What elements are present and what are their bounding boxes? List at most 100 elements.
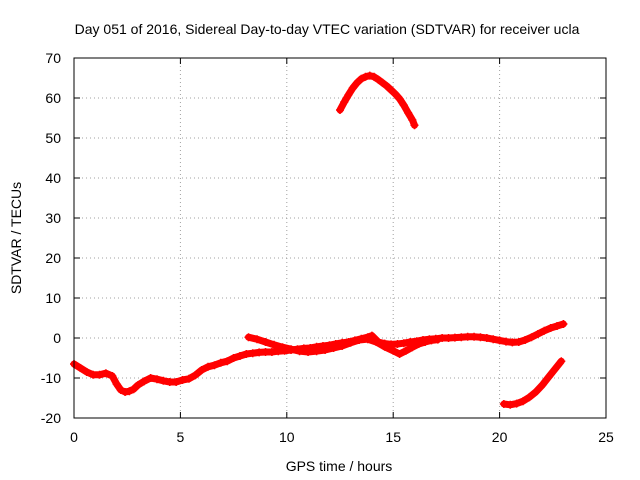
data-point [514,338,523,346]
data-point [223,357,232,366]
series-line [500,357,565,409]
data-point [178,376,187,384]
y-tick-label: 20 [45,250,61,266]
data-point [372,338,381,346]
data-point [531,388,540,396]
data-point [506,400,515,409]
y-tick-label: 70 [45,50,61,66]
data-point [216,358,225,367]
y-tick-label: 60 [45,90,61,106]
data-point [348,84,357,92]
data-point [553,322,562,330]
data-point [370,72,379,81]
y-axis-label: SDTVAR / TECUs [8,182,24,294]
data-point [340,98,349,106]
data-point [253,335,262,344]
data-point [476,333,485,342]
plot-frame [73,57,607,419]
data-point [374,75,383,84]
axis-ticks: 0 5 10 15 20 25 -20 -10 0 10 20 30 40 50 60 70 [41,50,614,445]
data-point [361,72,370,81]
data-point [357,74,366,83]
data-point [395,94,404,103]
data-point [550,365,559,374]
data-point [378,78,387,87]
data-point [391,90,400,98]
data-point [304,348,313,356]
data-point [140,377,149,386]
data-point [538,381,547,390]
data-point [129,385,138,394]
data-point [365,71,374,80]
data-point [344,90,353,99]
data-point [512,399,521,408]
x-tick-label: 0 [70,429,78,445]
x-tick-label: 15 [385,429,401,445]
data-point [76,364,85,372]
data-point [146,374,155,382]
data-point [112,380,121,388]
series-arc-2 [244,333,442,358]
y-tick-label: 40 [45,170,61,186]
data-point [312,347,321,356]
data-point [382,82,391,90]
data-point [152,375,161,384]
data-point [544,373,553,382]
chart-title: Day 051 of 2016, Sidereal Day-to-day VTE… [75,21,580,37]
data-point [172,378,181,386]
data-point [295,347,304,356]
data-point [414,340,423,348]
data-point [387,86,396,94]
data-point [427,336,436,345]
data-point [261,338,270,346]
data-point [116,386,125,394]
data-point [501,337,510,346]
data-point [540,326,549,335]
data-point [489,335,498,344]
series-arc-4 [499,357,566,409]
data-point [521,336,530,344]
data-point [287,345,296,354]
data-point [346,338,355,347]
y-tick-label: 10 [45,290,61,306]
data-point [229,354,238,362]
x-tick-label: 25 [598,429,614,445]
data-point [197,366,206,374]
y-tick-label: 50 [45,130,61,146]
data-point [125,387,134,396]
data-point [363,335,372,344]
data-point [557,357,566,366]
data-point [559,320,568,328]
data-point [499,400,508,408]
data-point [482,334,491,342]
data-point [353,78,362,87]
data-point [355,336,364,344]
y-tick-label: 0 [53,330,61,346]
data-point [338,342,347,350]
data-point [210,361,219,370]
data-point [248,349,257,358]
y-tick-label: -20 [41,410,61,426]
data-point [408,343,417,352]
data-point [121,388,130,396]
data-point [95,370,104,379]
x-tick-label: 10 [279,429,295,445]
data-point [191,371,200,380]
x-axis-label: GPS time / hours [286,458,393,474]
data-point [546,324,555,332]
data-point [242,350,251,358]
data-point [410,121,419,130]
data-point [393,340,402,348]
data-series-layer [70,71,568,409]
data-point [278,343,287,352]
data-point [159,376,168,385]
series-arc-1 [70,320,568,396]
data-point [401,346,410,355]
data-point [108,372,117,380]
data-point [380,342,389,351]
y-tick-label: -10 [41,370,61,386]
data-point [267,348,276,356]
series-arc-3 [336,71,419,130]
y-tick-label: 30 [45,210,61,226]
